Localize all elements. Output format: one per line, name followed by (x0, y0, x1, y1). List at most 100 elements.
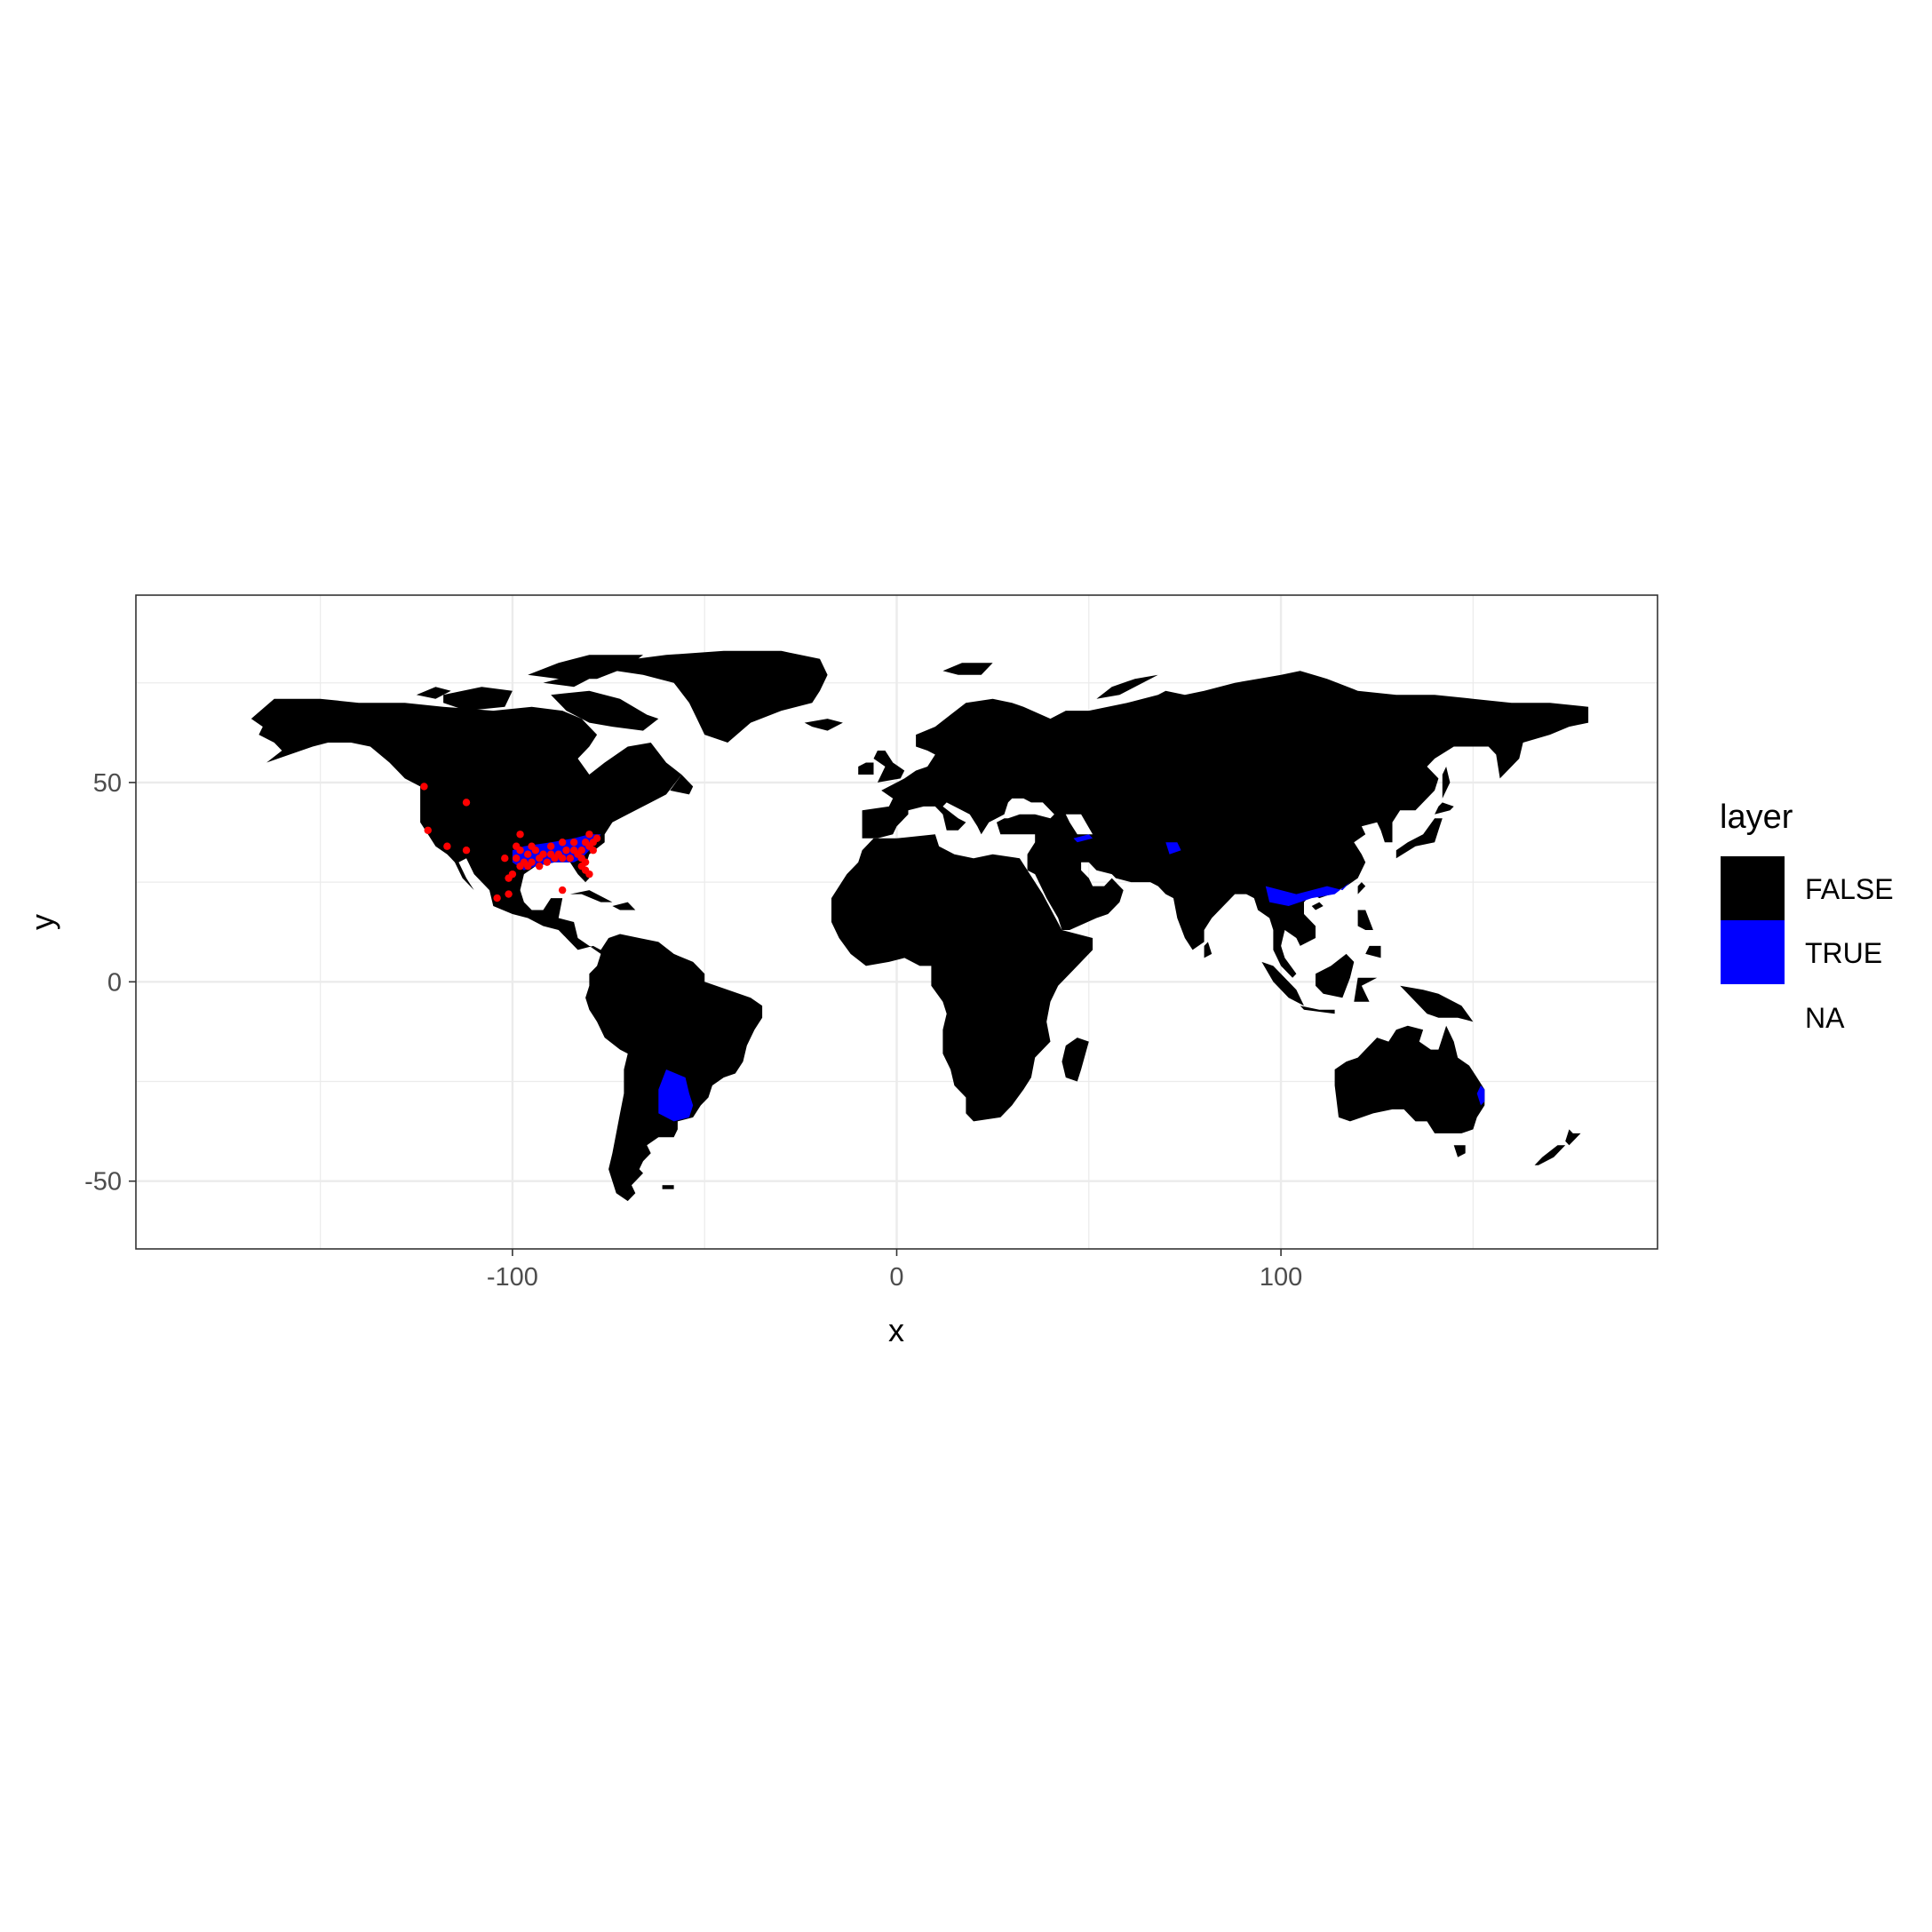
y-tick-label: 0 (107, 968, 122, 997)
land-polygon (616, 650, 828, 743)
occurrence-points (420, 783, 601, 902)
occurrence-point (524, 850, 532, 858)
occurrence-point (546, 842, 555, 850)
land-polygon (1435, 802, 1454, 815)
legend-label-true: TRUE (1805, 937, 1882, 969)
occurrence-point (524, 862, 532, 871)
true-region (1073, 834, 1093, 843)
x-axis-title: x (888, 1312, 904, 1348)
land-polygon (858, 762, 874, 775)
land-polygon (942, 663, 993, 675)
land-polygon (1334, 1025, 1485, 1133)
occurrence-point (581, 839, 590, 847)
land-polygon (1096, 674, 1158, 699)
x-tick-label: 100 (1260, 1263, 1302, 1292)
true-region (1265, 882, 1350, 906)
occurrence-point (528, 842, 536, 850)
land-polygon (1311, 902, 1324, 910)
plot-panel (135, 594, 1658, 1250)
occurrence-point (516, 862, 524, 871)
legend-label-na: NA (1805, 1002, 1845, 1034)
land-polygon (873, 751, 905, 783)
axis-tick-labels: -100 0 100 50 0 -50 (84, 769, 1302, 1292)
occurrence-point (493, 894, 501, 902)
occurrence-point (577, 847, 585, 855)
land-polygon (1442, 767, 1451, 799)
land-polygon (1354, 977, 1378, 1002)
land-polygon (528, 655, 643, 680)
occurrence-point (513, 854, 521, 863)
land-polygon (662, 1185, 674, 1189)
occurrence-point (505, 890, 513, 898)
land-polygon (585, 934, 763, 1202)
occurrence-point (420, 783, 428, 791)
land-polygon (569, 890, 613, 902)
occurrence-point (516, 831, 524, 839)
land-polygon (1453, 1145, 1466, 1157)
occurrence-point (539, 850, 547, 858)
land-polygon (1534, 1145, 1566, 1165)
na-patch-layer (1065, 814, 1093, 835)
occurrence-point (566, 854, 575, 863)
na-patch (1065, 814, 1093, 835)
occurrence-point (589, 847, 597, 855)
land-polygon (1561, 1121, 1581, 1146)
axis-ticks (129, 782, 1282, 1256)
true-region (658, 1069, 694, 1122)
land-polygon (1357, 882, 1366, 894)
raster-layer (250, 650, 1589, 1202)
occurrence-point (443, 842, 451, 850)
occurrence-point (543, 858, 552, 866)
legend-label-false: FALSE (1805, 873, 1894, 905)
occurrence-point (569, 847, 578, 855)
land-polygon (250, 698, 682, 950)
occurrence-point (585, 870, 593, 879)
land-polygon (1300, 1006, 1335, 1014)
legend-key-true (1721, 920, 1785, 984)
occurrence-point (558, 886, 567, 894)
land-polygon (443, 687, 513, 712)
land-polygon (1365, 945, 1381, 958)
land-polygon (1316, 953, 1355, 998)
land-polygon (1061, 1038, 1089, 1082)
y-axis-title: y (24, 914, 60, 930)
x-tick-label: -100 (487, 1263, 538, 1292)
occurrence-point (585, 831, 593, 839)
land-false-layer (250, 650, 1589, 1202)
legend-title: layer (1720, 799, 1793, 836)
occurrence-point (513, 842, 521, 850)
occurrence-point (554, 850, 563, 858)
land-polygon (416, 687, 451, 699)
occurrence-point (462, 799, 471, 807)
legend: layer FALSE TRUE NA (1720, 799, 1894, 1048)
occurrence-point (592, 834, 601, 842)
land-polygon (1395, 818, 1443, 859)
land-polygon (551, 690, 659, 731)
occurrence-point (501, 854, 509, 863)
occurrence-point (546, 850, 555, 858)
land-polygon (1357, 910, 1373, 930)
y-tick-label: -50 (84, 1168, 122, 1197)
occurrence-point (424, 826, 432, 834)
legend-key-na (1721, 984, 1785, 1048)
land-polygon (670, 775, 694, 795)
occurrence-point (562, 847, 570, 855)
land-polygon (1400, 985, 1474, 1022)
y-tick-label: 50 (93, 769, 122, 798)
land-polygon (831, 834, 1093, 1122)
true-region (1165, 842, 1181, 855)
legend-key-false (1721, 856, 1785, 920)
occurrence-point (462, 847, 471, 855)
occurrence-point (558, 839, 567, 847)
land-polygon (1204, 942, 1212, 958)
land-polygon (862, 671, 1589, 978)
land-polygon (543, 674, 590, 688)
land-polygon (612, 902, 636, 910)
occurrence-point (536, 862, 544, 871)
land-polygon (1261, 961, 1304, 1006)
occurrence-point (569, 839, 578, 847)
true-region (1476, 1085, 1485, 1106)
x-tick-label: 0 (889, 1263, 903, 1292)
land-polygon (804, 719, 843, 731)
